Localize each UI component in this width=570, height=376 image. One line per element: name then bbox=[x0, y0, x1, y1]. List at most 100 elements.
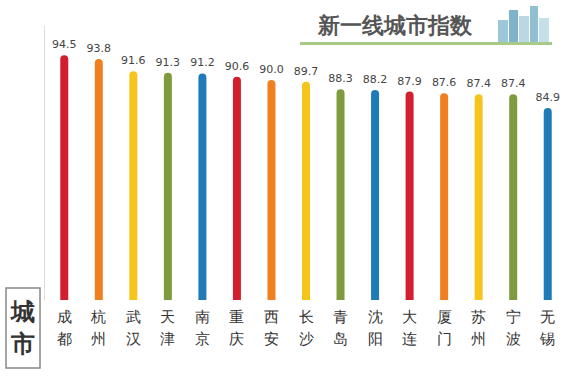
x-tick: 厦门 bbox=[437, 308, 452, 348]
bar bbox=[60, 55, 68, 300]
x-tick-label-char: 杭 bbox=[90, 308, 106, 326]
data-label: 84.9 bbox=[535, 91, 560, 104]
x-axis-label-frame bbox=[6, 288, 40, 368]
x-tick-label-char: 青 bbox=[333, 308, 348, 326]
x-tick: 南京 bbox=[195, 308, 210, 348]
x-tick-label-char: 沙 bbox=[299, 330, 314, 348]
skyline-icon bbox=[300, 6, 552, 45]
bar bbox=[509, 94, 517, 300]
title-underline bbox=[300, 42, 552, 45]
x-tick-label-char: 岛 bbox=[333, 330, 348, 348]
bar bbox=[475, 94, 483, 300]
bar bbox=[302, 82, 310, 300]
bar bbox=[440, 93, 448, 300]
x-tick: 成都 bbox=[57, 308, 72, 348]
x-tick-label: 武汉 bbox=[126, 308, 141, 348]
x-tick-label-char: 沈 bbox=[368, 308, 383, 326]
x-tick-label-char: 连 bbox=[402, 330, 417, 348]
x-axis-label: 城市 bbox=[10, 298, 35, 358]
x-tick-label-char: 厦 bbox=[437, 308, 452, 326]
data-labels: 94.5 93.8 91.6 91.3 91.2 90.6 90.0 89.7 88.3 88.2… bbox=[52, 38, 560, 104]
data-label: 89.7 bbox=[294, 65, 319, 78]
x-axis-label-char: 城 bbox=[10, 298, 35, 326]
x-tick-label-char: 安 bbox=[264, 330, 279, 348]
x-tick-label: 沈阳 bbox=[368, 308, 383, 348]
x-tick-label: 南京 bbox=[195, 308, 210, 348]
x-tick: 宁波 bbox=[506, 308, 521, 348]
skyline-building bbox=[539, 18, 549, 42]
x-tick-label-char: 阳 bbox=[368, 330, 383, 348]
bar bbox=[544, 108, 552, 300]
data-label: 88.2 bbox=[363, 73, 388, 86]
skyline-building bbox=[530, 6, 538, 42]
x-tick-label: 青岛 bbox=[333, 308, 348, 348]
x-tick-label: 成都 bbox=[57, 308, 72, 348]
x-tick-label-char: 州 bbox=[91, 330, 106, 348]
bar bbox=[198, 73, 206, 300]
x-tick: 无锡 bbox=[539, 308, 555, 348]
x-tick-label-char: 武 bbox=[126, 308, 141, 326]
x-tick-label: 天津 bbox=[160, 308, 175, 348]
x-tick: 青岛 bbox=[333, 308, 348, 348]
x-tick: 天津 bbox=[160, 308, 175, 348]
title: 新一线城市指数 bbox=[317, 13, 473, 38]
x-tick-label-char: 长 bbox=[299, 308, 314, 326]
x-tick: 长沙 bbox=[299, 308, 314, 348]
bar bbox=[406, 92, 414, 300]
x-tick-label: 重庆 bbox=[229, 308, 244, 348]
y-axis bbox=[44, 26, 45, 301]
x-tick: 西安 bbox=[264, 308, 279, 348]
x-tick-label-char: 锡 bbox=[539, 330, 555, 348]
data-label: 94.5 bbox=[52, 38, 77, 51]
x-tick-label-char: 西 bbox=[264, 308, 279, 326]
skyline-building bbox=[509, 10, 518, 42]
x-tick-label-char: 大 bbox=[402, 308, 417, 326]
data-label: 91.6 bbox=[121, 54, 146, 67]
x-tick-label: 杭州 bbox=[90, 308, 106, 348]
bar bbox=[371, 90, 379, 300]
x-tick-label-char: 波 bbox=[506, 330, 521, 348]
bar bbox=[129, 71, 137, 300]
x-tick-label: 大连 bbox=[402, 308, 417, 348]
data-label: 87.9 bbox=[397, 75, 422, 88]
x-tick-label: 无锡 bbox=[539, 308, 555, 348]
x-axis-label-box: 城市 bbox=[6, 288, 40, 368]
data-label: 91.2 bbox=[190, 56, 215, 69]
bar bbox=[337, 89, 345, 300]
bars bbox=[60, 55, 551, 300]
skyline-building bbox=[519, 16, 529, 42]
data-label: 87.4 bbox=[501, 77, 526, 90]
bar bbox=[267, 80, 275, 300]
x-tick-label-char: 都 bbox=[57, 330, 72, 348]
data-label: 88.3 bbox=[328, 72, 353, 85]
x-tick-label: 苏州 bbox=[471, 308, 486, 348]
bar bbox=[233, 77, 241, 300]
x-tick-label-char: 京 bbox=[195, 330, 210, 348]
x-tick-label-char: 成 bbox=[57, 308, 72, 326]
data-label: 91.3 bbox=[156, 56, 181, 69]
x-tick: 武汉 bbox=[126, 308, 141, 348]
x-tick-label-char: 南 bbox=[195, 308, 210, 326]
data-label: 90.6 bbox=[225, 60, 250, 73]
x-tick: 重庆 bbox=[229, 308, 244, 348]
x-tick-label-char: 汉 bbox=[126, 330, 141, 348]
bar bbox=[164, 73, 172, 300]
x-axis-label-char: 市 bbox=[10, 330, 35, 358]
x-tick-label-char: 重 bbox=[229, 308, 244, 326]
x-tick: 杭州 bbox=[90, 308, 106, 348]
x-tick-label: 厦门 bbox=[437, 308, 452, 348]
x-tick-label: 宁波 bbox=[506, 308, 521, 348]
x-tick-label-char: 天 bbox=[160, 308, 175, 326]
x-tick-label-char: 无 bbox=[540, 308, 555, 326]
x-tick: 苏州 bbox=[471, 308, 486, 348]
y-axis-line bbox=[44, 26, 45, 301]
x-tick-label-char: 津 bbox=[160, 330, 175, 348]
x-tick: 大连 bbox=[402, 308, 417, 348]
bar bbox=[95, 59, 103, 300]
skyline-building bbox=[498, 20, 508, 42]
data-label: 93.8 bbox=[87, 42, 112, 55]
data-label: 90.0 bbox=[259, 63, 284, 76]
x-tick-label-char: 门 bbox=[437, 330, 452, 348]
x-tick-label: 西安 bbox=[264, 308, 279, 348]
x-tick: 沈阳 bbox=[368, 308, 383, 348]
